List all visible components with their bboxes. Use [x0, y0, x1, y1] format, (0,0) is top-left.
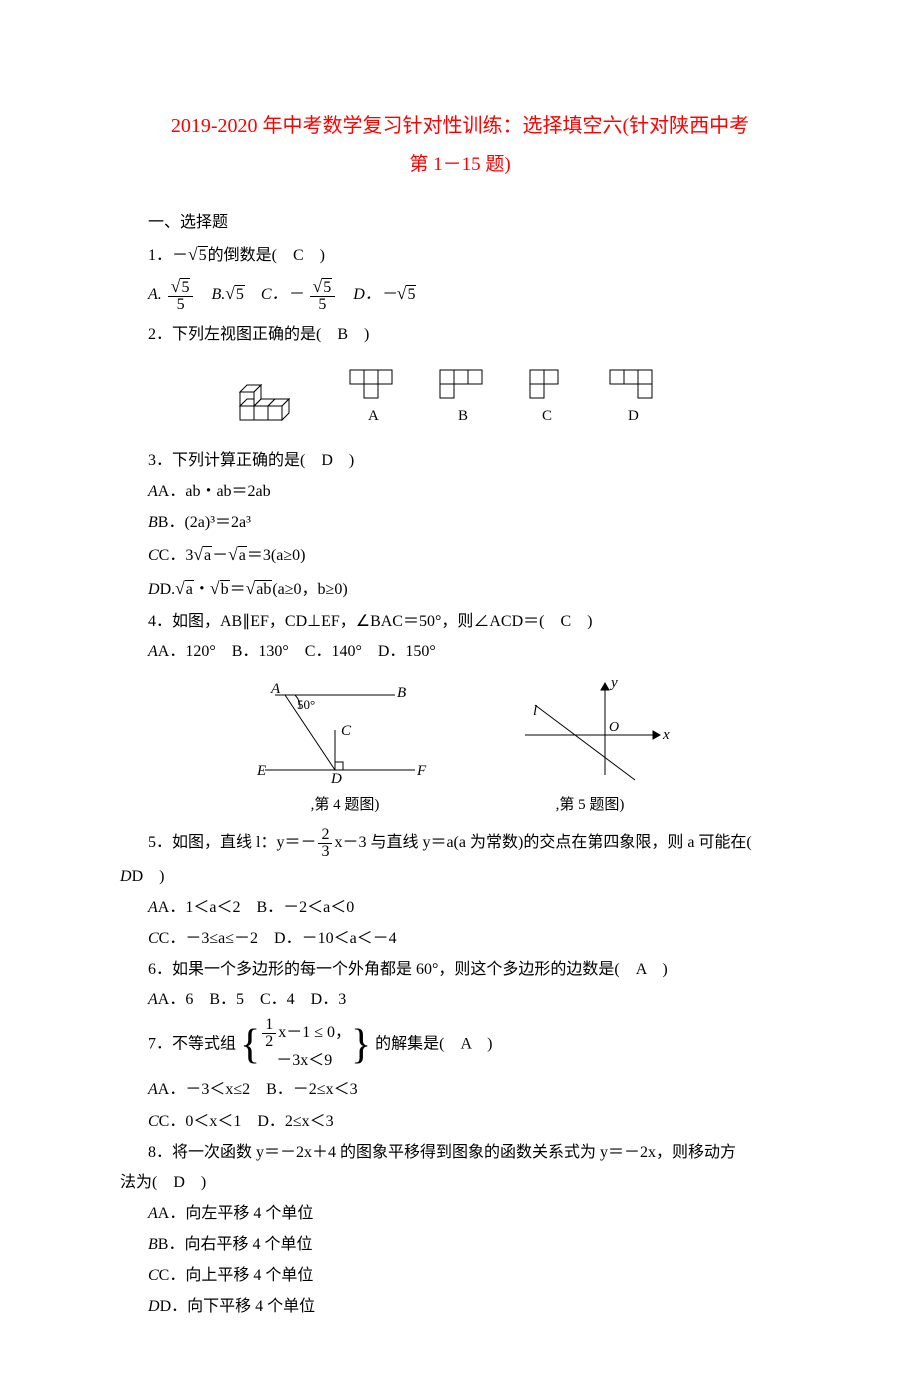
q1-optB-label: B. — [211, 286, 225, 303]
q5-optAB: AA．1＜a＜2 B．－2＜a＜0 — [148, 894, 800, 921]
fraction-icon: √55 — [310, 278, 336, 313]
doc-subtitle: 第 1－15 题) — [120, 150, 800, 180]
q2-label-C: C — [542, 408, 552, 424]
fig-pair-4-5: A B C E D F 50° ,第 4 题图) x y — [120, 675, 800, 818]
q1-optD-label: D．－ — [353, 286, 397, 303]
q8-B-text: B．向右平移 4 个单位 — [158, 1236, 313, 1253]
q8-optB: BB．向右平移 4 个单位 — [148, 1231, 800, 1258]
q5-figure-svg: x y O l — [505, 675, 675, 785]
q1-stem-pre: 1．－ — [148, 247, 188, 264]
q3-D-post: (a≥0，b≥0) — [272, 581, 347, 598]
q1-optC-label: C．－ — [261, 286, 304, 303]
q5-optCD: CC．－3≤a≤－2 D．－10＜a＜－4 — [148, 925, 800, 952]
q4-stem: 4．如图，AB∥EF，CD⊥EF，∠BAC＝50°，则∠ACD＝( C ) — [148, 608, 800, 635]
q7-sys2: －3x＜9 — [260, 1052, 332, 1069]
q3-D-mid2: ＝ — [230, 581, 246, 598]
q7-CD-text: C．0＜x＜1 D．2≤x＜3 — [159, 1113, 334, 1130]
q8-D-text: D．向下平移 4 个单位 — [160, 1298, 316, 1315]
q6-stem: 6．如果一个多边形的每一个外角都是 60°，则这个多边形的边数是( A ) — [148, 956, 800, 983]
svg-text:B: B — [397, 685, 406, 701]
q1-stem-post: 的倒数是( C ) — [208, 247, 325, 264]
q6-opts-text: A．6 B．5 C．4 D．3 — [158, 991, 346, 1008]
q4-caption: ,第 4 题图) — [245, 793, 445, 817]
q8-C-text: C．向上平移 4 个单位 — [159, 1267, 314, 1284]
svg-text:50°: 50° — [297, 697, 315, 712]
q3-C-post: ＝3(a≥0) — [247, 547, 306, 564]
sqrt-icon: √b — [210, 574, 230, 604]
fraction-icon: 12 — [262, 1017, 276, 1050]
q8-optD: DD．向下平移 4 个单位 — [148, 1293, 800, 1320]
q5-caption: ,第 5 题图) — [505, 793, 675, 817]
q5-answer-line: DD ) — [120, 864, 800, 890]
sqrt-icon: √5 — [225, 274, 245, 313]
q7-optCD: CC．0＜x＜1 D．2≤x＜3 — [148, 1108, 800, 1135]
brace-icon: { 12x－1 ≤ 0， －3x＜9 } — [240, 1017, 371, 1072]
svg-text:E: E — [256, 763, 266, 779]
q6-options: AA．6 B．5 C．4 D．3 — [148, 987, 800, 1013]
sqrt-icon: √5 — [188, 240, 208, 270]
q3-D-pre: D. — [160, 581, 176, 598]
q5-CD-text: C．－3≤a≤－2 D．－10＜a＜－4 — [159, 930, 397, 947]
q5-stem-mid: x－3 与直线 y＝a(a 为常数)的交点在第四象限，则 a 可能在( — [334, 834, 751, 851]
q8-optA: AA．向左平移 4 个单位 — [148, 1200, 800, 1227]
svg-text:x: x — [662, 727, 670, 743]
q4-options: AA．120° B．130° C．140° D．150° — [148, 639, 800, 665]
q7-stem-post: 的解集是( A ) — [375, 1035, 492, 1052]
q3-optD: DD.√a・√b＝√ab(a≥0，b≥0) — [148, 574, 800, 604]
svg-text:A: A — [270, 681, 281, 697]
q5-figure-wrap: x y O l ,第 5 题图) — [505, 675, 675, 818]
sqrt-icon: √a — [228, 540, 247, 570]
sqrt-icon: √a — [175, 574, 194, 604]
q3-optA: AA．ab・ab＝2ab — [148, 478, 800, 505]
q2-label-D: D — [628, 408, 639, 424]
q5-ans-text: D ) — [132, 868, 165, 885]
q3-C-mid: － — [212, 547, 228, 564]
fraction-icon: √55 — [168, 278, 194, 313]
q2-stem: 2．下列左视图正确的是( B ) — [148, 321, 800, 348]
svg-text:C: C — [341, 723, 352, 739]
q3-D-mid1: ・ — [194, 581, 210, 598]
q3-C-pre: C．3 — [159, 547, 194, 564]
q1-options: A. √55 B.√5 C．－ √55 D．－√5 — [148, 274, 800, 313]
q8-stem: 8．将一次函数 y＝－2x＋4 的图象平移得到图象的函数关系式为 y＝－2x，则… — [148, 1139, 800, 1166]
q2-label-A: A — [368, 408, 379, 424]
q8-stem2: 法为( D ) — [120, 1170, 800, 1196]
q1-optA-label: A. — [148, 286, 162, 303]
doc-title: 2019-2020 年中考数学复习针对性训练：选择填空六(针对陕西中考 — [120, 110, 800, 142]
q4-figure-wrap: A B C E D F 50° ,第 4 题图) — [245, 675, 445, 818]
q8-optC: CC．向上平移 4 个单位 — [148, 1262, 800, 1289]
q7-AB-text: A．－3＜x≤2 B．－2≤x＜3 — [158, 1081, 358, 1098]
q3-A-text: A．ab・ab＝2ab — [158, 483, 271, 500]
q5-AB-text: A．1＜a＜2 B．－2＜a＜0 — [158, 899, 354, 916]
svg-text:F: F — [416, 763, 427, 779]
q3-optB: BB．(2a)³＝2a³ — [148, 509, 800, 536]
q4-figure-svg: A B C E D F 50° — [245, 675, 445, 785]
q2-figure-row: A B C D — [120, 358, 800, 437]
page-root: 2019-2020 年中考数学复习针对性训练：选择填空六(针对陕西中考 第 1－… — [0, 0, 920, 1384]
svg-text:O: O — [609, 720, 619, 735]
sqrt-icon: √a — [193, 540, 212, 570]
q2-views-svg: A B C D — [230, 358, 690, 428]
svg-text:y: y — [609, 675, 618, 691]
q7-stem-pre: 7．不等式组 — [148, 1035, 236, 1052]
sqrt-icon: √ab — [246, 574, 273, 604]
q7-sys1: x－1 ≤ 0， — [278, 1024, 351, 1041]
q3-B-text: B．(2a)³＝2a³ — [158, 514, 251, 531]
q7-optAB: AA．－3＜x≤2 B．－2≤x＜3 — [148, 1076, 800, 1103]
sqrt-icon: √5 — [397, 274, 417, 313]
q1-stem: 1．－√5的倒数是( C ) — [148, 240, 800, 270]
q7-stem: 7．不等式组 { 12x－1 ≤ 0， －3x＜9 } 的解集是( A ) — [148, 1017, 800, 1072]
q3-stem: 3．下列计算正确的是( D ) — [148, 447, 800, 474]
q8-A-text: A．向左平移 4 个单位 — [158, 1205, 314, 1222]
svg-text:l: l — [533, 703, 537, 719]
q4-opts-text: A．120° B．130° C．140° D．150° — [158, 643, 436, 660]
svg-text:D: D — [330, 771, 342, 785]
q2-label-B: B — [458, 408, 468, 424]
q5-stem-pre: 5．如图，直线 l：y＝－ — [148, 834, 316, 851]
q5-stem: 5．如图，直线 l：y＝－23x－3 与直线 y＝a(a 为常数)的交点在第四象… — [148, 827, 800, 860]
section-heading: 一、选择题 — [148, 210, 800, 236]
q3-optC: CC．3√a－√a＝3(a≥0) — [148, 540, 800, 570]
fraction-icon: 23 — [318, 827, 332, 860]
